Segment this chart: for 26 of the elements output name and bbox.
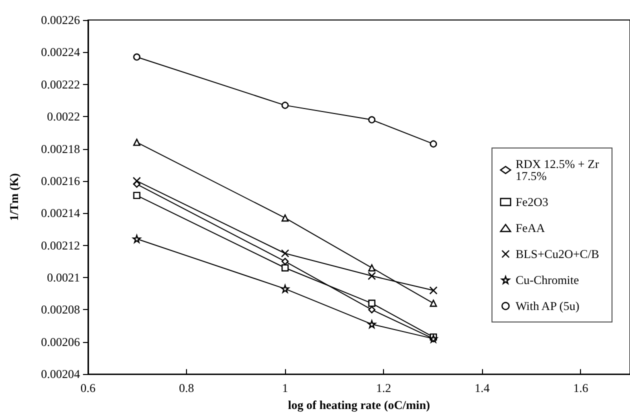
- y-tick-label: 0.00212: [41, 238, 80, 252]
- x-tick-label: 1.2: [376, 381, 392, 396]
- legend-label: RDX 12.5% + Zr 17.5%: [516, 157, 602, 183]
- y-tick-label: 0.00226: [41, 13, 80, 27]
- y-tick-label: 0.00204: [41, 367, 80, 382]
- y-tick-label: 0.00224: [41, 45, 80, 60]
- x-axis-title: log of heating rate (oC/min): [288, 398, 430, 412]
- y-tick-label: 0.00208: [41, 302, 80, 317]
- x-tick-label: 0.6: [80, 381, 96, 396]
- y-axis-title: 1/Tm (K): [7, 173, 21, 221]
- y-tick-label: 0.00206: [41, 334, 80, 349]
- x-tick-label: 1: [282, 381, 288, 396]
- y-tick-label: 0.00222: [41, 77, 80, 92]
- legend-label: FeAA: [516, 221, 546, 235]
- x-tick-label: 1.6: [573, 381, 588, 396]
- legend-label: Cu-Chromite: [516, 273, 579, 287]
- y-tick-label: 0.0022: [47, 110, 80, 124]
- x-tick-label: 0.8: [179, 381, 194, 396]
- legend-label: Fe2O3: [516, 195, 548, 209]
- legend-label: BLS+Cu2O+C/B: [516, 247, 600, 261]
- legend-label: With AP (5u): [516, 299, 580, 313]
- y-tick-label: 0.0021: [47, 270, 80, 285]
- y-tick-label: 0.00216: [41, 174, 80, 188]
- y-tick-label: 0.00214: [41, 206, 80, 220]
- y-tick-label: 0.00218: [41, 142, 80, 156]
- x-tick-label: 1.4: [474, 381, 490, 396]
